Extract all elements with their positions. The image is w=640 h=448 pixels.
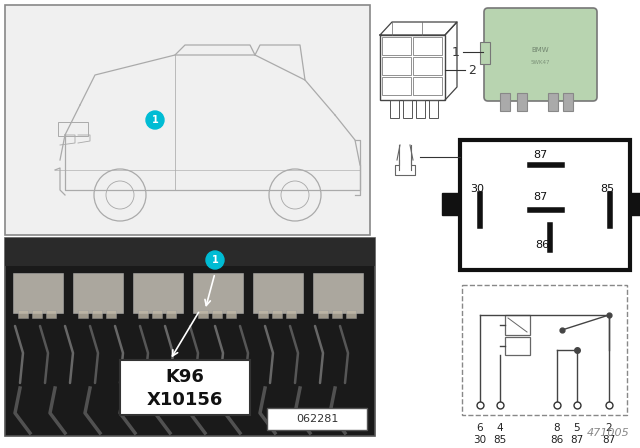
- Bar: [382, 37, 411, 55]
- Text: 1: 1: [452, 46, 460, 59]
- Bar: [272, 310, 282, 318]
- Text: 5WK47: 5WK47: [531, 60, 550, 65]
- Text: X10156: X10156: [147, 391, 223, 409]
- Text: 4: 4: [497, 423, 503, 433]
- Bar: [332, 310, 342, 318]
- Bar: [630, 193, 640, 215]
- Bar: [120, 360, 250, 415]
- Text: 87: 87: [533, 192, 547, 202]
- Bar: [505, 315, 530, 335]
- Bar: [226, 310, 236, 318]
- Bar: [500, 93, 510, 111]
- Bar: [318, 310, 328, 318]
- Bar: [413, 37, 442, 55]
- Bar: [480, 42, 490, 64]
- Bar: [413, 57, 442, 75]
- Bar: [380, 35, 445, 100]
- Bar: [138, 310, 148, 318]
- Bar: [442, 193, 460, 215]
- Bar: [462, 285, 627, 415]
- Bar: [548, 93, 558, 111]
- Bar: [390, 100, 399, 118]
- Bar: [46, 310, 56, 318]
- Bar: [416, 100, 425, 118]
- Bar: [286, 310, 296, 318]
- Bar: [73, 273, 123, 313]
- Bar: [346, 310, 356, 318]
- Text: 8: 8: [554, 423, 560, 433]
- Bar: [152, 310, 162, 318]
- Circle shape: [206, 251, 224, 269]
- Text: 30: 30: [470, 184, 484, 194]
- Circle shape: [146, 111, 164, 129]
- Bar: [18, 310, 28, 318]
- Bar: [5, 238, 375, 266]
- Bar: [106, 310, 116, 318]
- Text: BMW: BMW: [532, 47, 549, 52]
- Bar: [313, 273, 363, 313]
- Text: 30: 30: [474, 435, 486, 445]
- Bar: [563, 93, 573, 111]
- Text: 062281: 062281: [296, 414, 338, 424]
- Bar: [403, 100, 412, 118]
- Text: 87: 87: [570, 435, 584, 445]
- Bar: [517, 93, 527, 111]
- Text: 471005: 471005: [588, 428, 630, 438]
- Text: 2: 2: [605, 423, 612, 433]
- Text: 87: 87: [602, 435, 616, 445]
- Text: 86: 86: [535, 240, 549, 250]
- Bar: [78, 310, 88, 318]
- Bar: [253, 273, 303, 313]
- Bar: [92, 310, 102, 318]
- Bar: [460, 140, 630, 270]
- Bar: [5, 5, 370, 235]
- Text: K96: K96: [166, 368, 204, 386]
- Text: 3: 3: [463, 151, 471, 164]
- Bar: [32, 310, 42, 318]
- Text: 85: 85: [493, 435, 507, 445]
- Bar: [166, 310, 176, 318]
- Bar: [505, 337, 530, 355]
- Text: 5: 5: [573, 423, 580, 433]
- FancyBboxPatch shape: [484, 8, 597, 101]
- Bar: [13, 273, 63, 313]
- Bar: [58, 122, 88, 136]
- Text: 6: 6: [477, 423, 483, 433]
- Bar: [258, 310, 268, 318]
- Bar: [133, 273, 183, 313]
- Bar: [382, 57, 411, 75]
- Text: 2: 2: [468, 64, 476, 77]
- Bar: [429, 100, 438, 118]
- Bar: [193, 273, 243, 313]
- Bar: [5, 238, 375, 436]
- Bar: [212, 310, 222, 318]
- Text: 85: 85: [600, 184, 614, 194]
- Bar: [267, 408, 367, 430]
- Text: 86: 86: [550, 435, 564, 445]
- Bar: [198, 310, 208, 318]
- Text: 87: 87: [533, 150, 547, 160]
- Bar: [413, 77, 442, 95]
- Text: 1: 1: [152, 115, 158, 125]
- Bar: [382, 77, 411, 95]
- Text: 1: 1: [212, 255, 218, 265]
